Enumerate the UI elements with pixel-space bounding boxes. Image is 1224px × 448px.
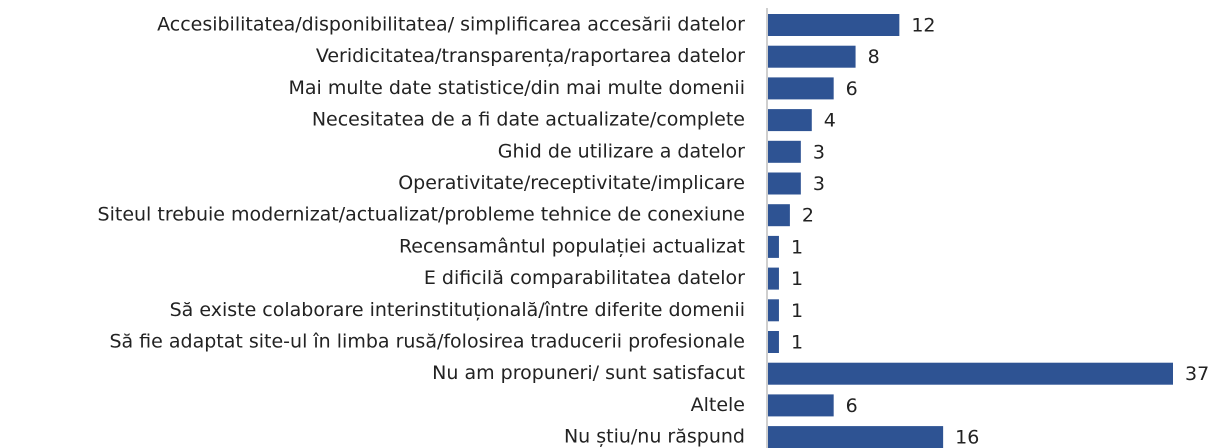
- value-label: 1: [791, 300, 803, 322]
- bar: [768, 172, 801, 195]
- value-label: 4: [824, 110, 836, 132]
- value-label: 37: [1185, 363, 1209, 385]
- bar: [768, 109, 812, 132]
- category-label: Să existe colaborare interinstituțională…: [170, 299, 745, 321]
- category-label: Ghid de utilizare a datelor: [498, 140, 745, 162]
- bar: [768, 299, 779, 322]
- bar: [768, 140, 801, 163]
- value-label: 1: [791, 332, 803, 354]
- category-label: Siteul trebuie modernizat/actualizat/pro…: [98, 204, 745, 226]
- value-label: 3: [813, 141, 825, 163]
- value-label: 1: [791, 236, 803, 258]
- bar: [768, 331, 779, 353]
- category-label: Altele: [691, 394, 745, 416]
- category-label: E dificilă comparabilitatea datelor: [424, 267, 745, 289]
- value-label: 8: [868, 46, 880, 68]
- value-label: 6: [846, 395, 858, 417]
- category-label: Mai multe date statistice/din mai multe …: [288, 77, 745, 99]
- category-label: Accesibilitatea/disponibilitatea/ simpli…: [157, 14, 745, 36]
- category-label: Nu am propuneri/ sunt satisfacut: [432, 362, 745, 384]
- category-label: Nu știu/nu răspund: [564, 426, 745, 448]
- value-label: 16: [955, 427, 979, 448]
- bar: [768, 394, 834, 417]
- bar: [768, 362, 1173, 385]
- category-label: Să fie adaptat site-ul în limba rusă/fol…: [109, 331, 745, 353]
- category-label: Veridicitatea/transparența/raportarea da…: [316, 45, 745, 67]
- value-label: 2: [802, 205, 814, 227]
- bar: [768, 235, 779, 258]
- value-label: 6: [846, 78, 858, 100]
- category-label: Recensamântul populației actualizat: [399, 235, 745, 257]
- value-label: 3: [813, 173, 825, 195]
- category-label: Operativitate/receptivitate/implicare: [398, 172, 745, 194]
- bar: [768, 204, 790, 227]
- value-label: 12: [911, 15, 935, 37]
- bar: [768, 426, 944, 448]
- bar: [768, 267, 779, 290]
- bar: [768, 45, 856, 68]
- bar: [768, 14, 900, 36]
- value-label: 1: [791, 268, 803, 290]
- bar: [768, 77, 834, 100]
- category-label: Necesitatea de a fi date actualizate/com…: [312, 109, 745, 131]
